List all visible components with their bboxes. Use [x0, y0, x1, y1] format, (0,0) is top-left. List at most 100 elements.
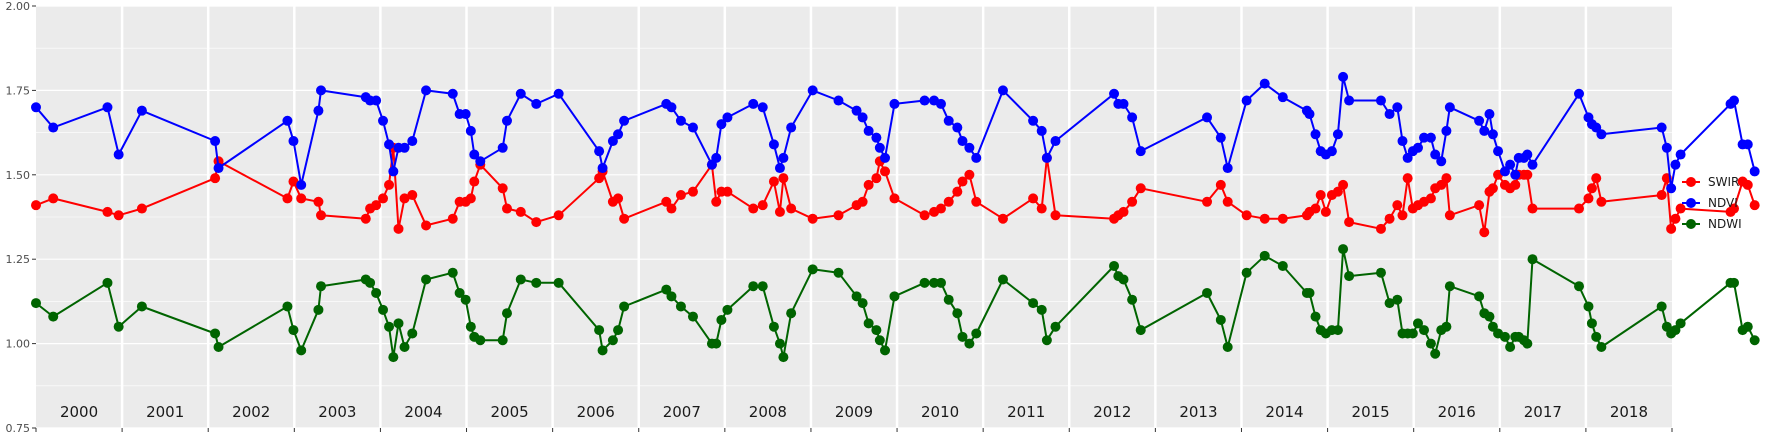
data-point-ndwi	[282, 301, 293, 312]
data-point-ndwi	[666, 291, 677, 302]
data-point-ndwi	[1277, 260, 1288, 271]
data-point-ndvi	[722, 112, 733, 123]
data-point-swir	[857, 196, 868, 207]
data-point-ndvi	[531, 98, 542, 109]
data-point-swir	[1591, 173, 1602, 184]
data-point-ndwi	[465, 321, 476, 332]
data-point-swir	[1574, 203, 1585, 214]
data-point-ndvi	[997, 85, 1008, 96]
data-point-ndwi	[1135, 325, 1146, 336]
data-point-ndvi	[1425, 132, 1436, 143]
data-point-swir	[879, 166, 890, 177]
data-point-swir	[613, 193, 624, 204]
data-point-ndwi	[1591, 331, 1602, 342]
data-point-swir	[288, 176, 299, 187]
data-point-ndvi	[282, 115, 293, 126]
data-point-ndvi	[1375, 95, 1386, 106]
data-point-ndvi	[288, 136, 299, 147]
data-point-swir	[1118, 206, 1129, 217]
data-point-ndvi	[778, 152, 789, 163]
data-point-ndwi	[1384, 298, 1395, 309]
year-label: 2001	[146, 403, 184, 421]
data-point-ndvi	[421, 85, 432, 96]
data-point-swir	[943, 196, 954, 207]
data-point-ndwi	[454, 287, 465, 298]
data-point-ndvi	[1135, 146, 1146, 157]
data-point-ndwi	[501, 308, 512, 319]
data-point-ndvi	[971, 152, 982, 163]
data-point-ndvi	[113, 149, 124, 160]
data-point-ndwi	[1527, 254, 1538, 265]
data-point-swir	[378, 193, 389, 204]
data-point-swir	[666, 203, 677, 214]
data-point-ndwi	[1392, 294, 1403, 305]
data-point-ndvi	[687, 122, 698, 133]
data-point-ndvi	[952, 122, 963, 133]
data-point-ndvi	[964, 142, 975, 153]
data-point-ndwi	[1522, 338, 1533, 349]
year-label: 2005	[490, 403, 528, 421]
data-point-ndwi	[1241, 267, 1252, 278]
data-point-ndwi	[1222, 341, 1233, 352]
data-point-swir	[465, 193, 476, 204]
data-point-ndwi	[619, 301, 630, 312]
data-point-ndwi	[919, 277, 930, 288]
data-point-ndvi	[1412, 142, 1423, 153]
data-point-ndvi	[943, 115, 954, 126]
data-point-ndvi	[874, 142, 885, 153]
data-point-swir	[1527, 203, 1538, 214]
year-label: 2006	[577, 403, 615, 421]
data-point-swir	[1522, 169, 1533, 180]
data-point-swir	[371, 200, 382, 211]
data-point-ndwi	[1505, 341, 1516, 352]
data-point-ndwi	[613, 325, 624, 336]
data-point-swir	[497, 183, 508, 194]
data-point-swir	[1402, 173, 1413, 184]
data-point-ndwi	[661, 284, 672, 295]
data-point-ndwi	[1583, 301, 1594, 312]
data-point-swir	[384, 179, 395, 190]
data-point-ndvi	[296, 179, 307, 190]
data-point-ndvi	[1222, 163, 1233, 174]
data-point-ndvi	[1493, 146, 1504, 157]
data-point-ndvi	[497, 142, 508, 153]
data-point-swir	[1666, 223, 1677, 234]
data-point-ndwi	[210, 328, 221, 339]
data-point-ndvi	[1441, 125, 1452, 136]
data-point-ndwi	[1310, 311, 1321, 322]
data-point-ndwi	[957, 331, 968, 342]
year-label: 2017	[1524, 403, 1562, 421]
data-point-swir	[863, 179, 874, 190]
data-point-swir	[421, 220, 432, 231]
data-point-ndwi	[102, 277, 113, 288]
data-point-ndvi	[935, 98, 946, 109]
data-point-swir	[935, 203, 946, 214]
data-point-swir	[971, 196, 982, 207]
data-point-ndvi	[213, 163, 224, 174]
data-point-ndwi	[857, 298, 868, 309]
data-point-ndwi	[997, 274, 1008, 285]
data-point-ndwi	[807, 264, 818, 275]
data-point-ndwi	[1259, 250, 1270, 261]
data-point-ndwi	[748, 281, 759, 292]
data-point-ndwi	[447, 267, 458, 278]
data-point-ndvi	[447, 88, 458, 99]
legend-label: NDWI	[1708, 217, 1742, 231]
data-point-ndvi	[469, 149, 480, 160]
data-point-swir	[1332, 186, 1343, 197]
data-point-ndwi	[1215, 314, 1226, 325]
data-point-ndwi	[313, 304, 324, 315]
y-tick-label: 2.00	[6, 0, 31, 13]
data-point-ndvi	[1277, 92, 1288, 103]
data-point-swir	[469, 176, 480, 187]
data-point-swir	[1375, 223, 1386, 234]
data-point-ndvi	[1392, 102, 1403, 113]
legend-item-swir: SWIR	[1682, 175, 1739, 189]
series-ndvi	[31, 71, 1760, 194]
data-point-ndwi	[1202, 287, 1213, 298]
data-point-ndvi	[371, 95, 382, 106]
data-point-ndvi	[1436, 156, 1447, 167]
data-point-ndwi	[851, 291, 862, 302]
data-point-ndvi	[1326, 146, 1337, 157]
data-point-swir	[722, 186, 733, 197]
